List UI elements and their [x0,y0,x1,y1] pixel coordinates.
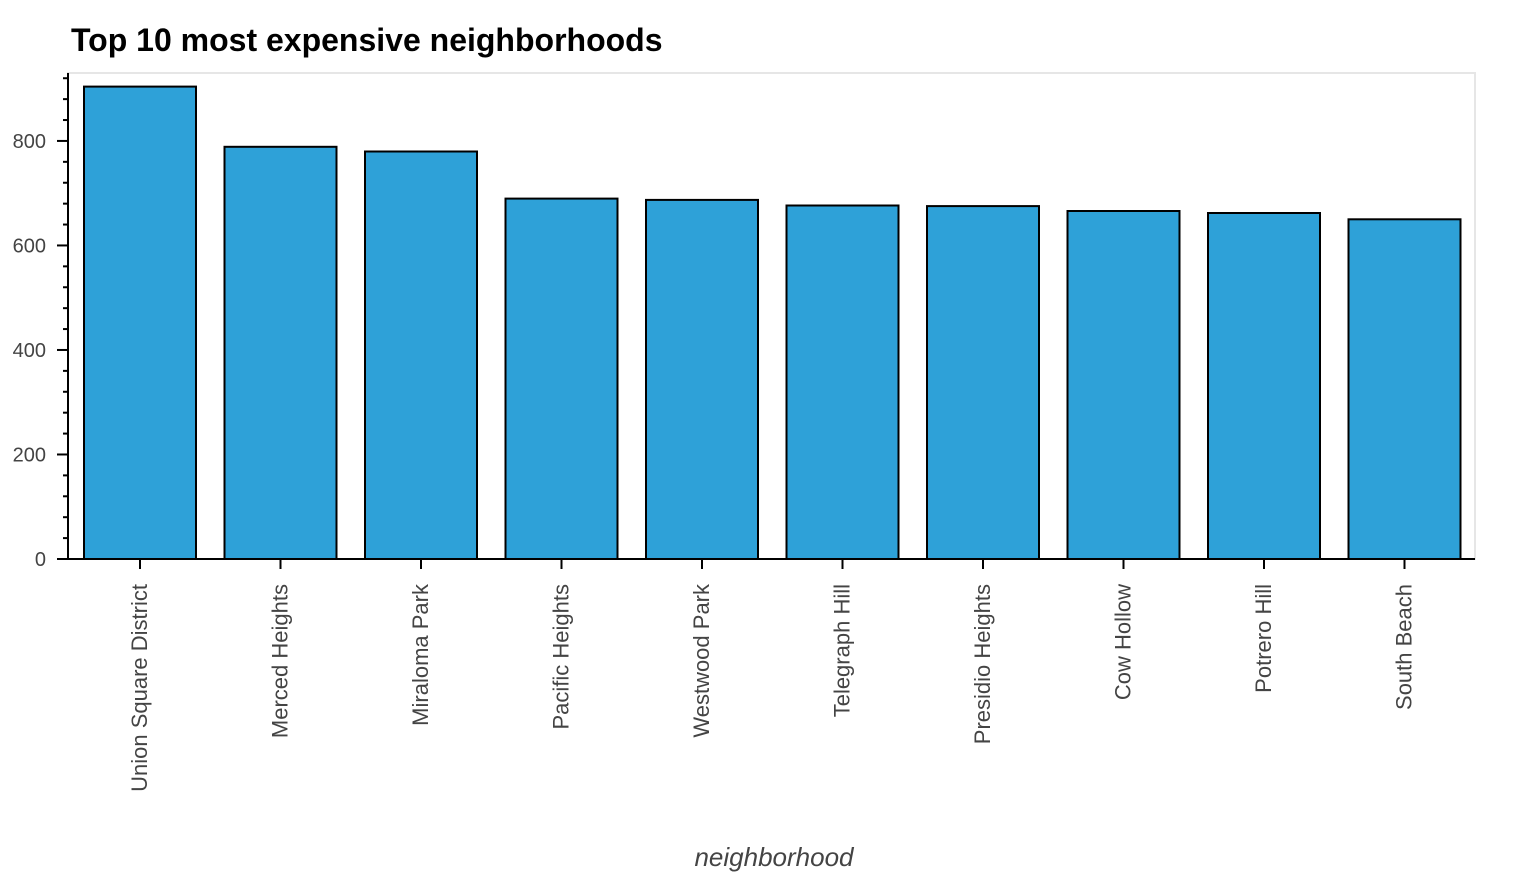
x-tick-label: Potrero Hill [1251,584,1276,693]
y-tick-label: 600 [13,235,46,257]
y-tick-label: 800 [13,131,46,153]
x-tick-label: Telegraph Hill [830,584,855,717]
x-tick-label: Westwood Park [689,583,714,738]
bar-presidio-heights[interactable] [926,205,1040,560]
x-tick-label: Miraloma Park [408,583,433,726]
x-tick-label: South Beach [1392,584,1417,710]
bar-cow-hollow[interactable] [1066,210,1181,560]
bar-westwood-park[interactable] [645,198,759,560]
x-axis-title: neighborhood [694,842,855,872]
x-tick-label: Pacific Heights [549,584,574,730]
bar-south-beach[interactable] [1347,218,1462,561]
bar-merced-heights[interactable] [223,145,338,561]
x-tick-label: Union Square District [127,584,152,792]
bar-union-square-district[interactable] [83,85,197,560]
bar-potrero-hill[interactable] [1207,212,1321,560]
bars-layer [83,85,1462,561]
axes-layer: 0 200 400 600 800 Union Square District Merced… [13,73,1475,792]
bar-miraloma-park[interactable] [364,150,478,560]
bar-pacific-heights[interactable] [504,197,619,560]
x-tick-label: Presidio Heights [970,584,995,744]
y-tick-label: 400 [13,340,46,362]
x-tick-label: Merced Heights [268,584,293,738]
y-tick-label: 200 [13,444,46,466]
bar-telegraph-hill[interactable] [785,204,900,560]
chart-title: Top 10 most expensive neighborhoods [71,22,663,58]
x-tick-label: Cow Hollow [1111,584,1136,700]
y-tick-label: 0 [35,549,46,571]
